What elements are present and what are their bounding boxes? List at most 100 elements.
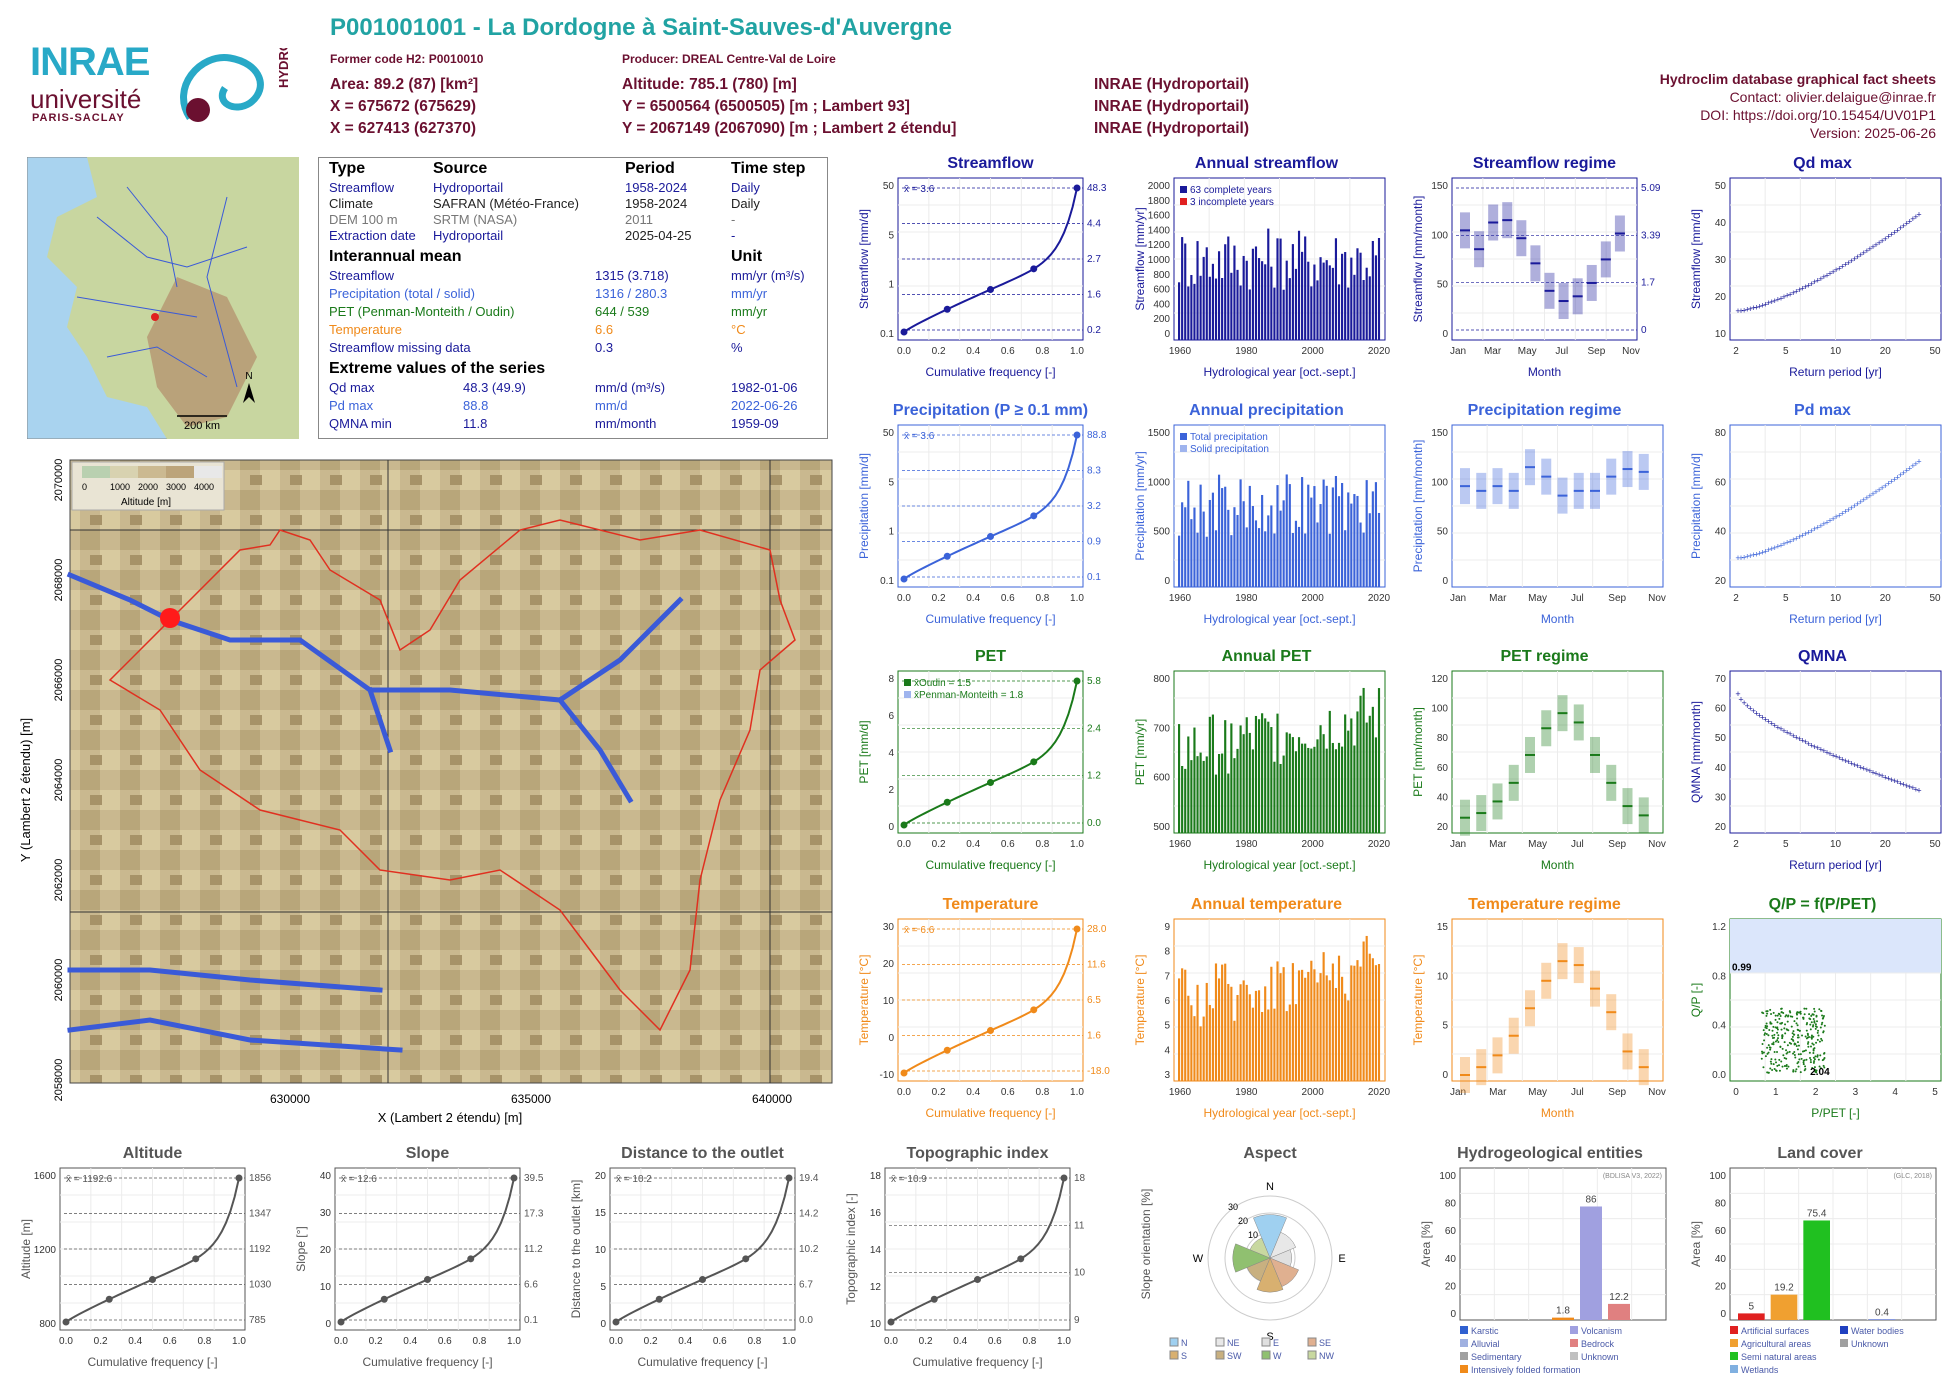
scatter-point: [1815, 1015, 1818, 1018]
chart-xtick: 0.2: [932, 346, 946, 357]
year-bar: [1294, 268, 1298, 340]
chart-right-tick: 39.5: [524, 1173, 544, 1184]
chart-xtick: 3: [1853, 1087, 1859, 1098]
scatter-point: [1794, 1070, 1797, 1073]
scatter-point: [1808, 1051, 1811, 1054]
scatter-point: [1761, 1011, 1764, 1014]
scatter-point: +: [1778, 724, 1783, 734]
bar-value-label: 5: [1749, 1301, 1755, 1312]
year-bar: [1285, 474, 1288, 587]
category-legend-entry: Sedimentary: [1471, 1352, 1522, 1362]
chart-ytick: 80: [1715, 428, 1727, 439]
scatter-point: [1775, 1061, 1778, 1064]
year-bar: [1377, 237, 1381, 340]
quantile-point: [1073, 677, 1081, 685]
scatter-point: +: [1907, 782, 1912, 792]
chart-title: PET regime: [1500, 648, 1588, 665]
chart-xtick: 0.6: [438, 1336, 452, 1347]
paris-saclay-logo: PARIS-SACLAY: [32, 112, 125, 124]
extreme-value: 88.8: [463, 398, 489, 413]
scatter-point: +: [1858, 762, 1863, 772]
year-bar: [1233, 1020, 1236, 1081]
year-bar: [1301, 743, 1304, 833]
year-bar: [1279, 510, 1282, 587]
year-bar: [1248, 994, 1251, 1081]
compass-label: S: [1266, 1331, 1273, 1343]
year-bar: [1356, 960, 1359, 1081]
aspect-legend-entry: SE: [1319, 1338, 1331, 1348]
chart-title: Land cover: [1777, 1145, 1862, 1162]
chart-xtick: 0.8: [747, 1336, 761, 1347]
scatter-point: +: [1818, 521, 1823, 531]
scatter-point: [1780, 1060, 1783, 1063]
year-bar: [1273, 761, 1276, 833]
scatter-point: [1789, 1015, 1792, 1018]
chart-xtick: 50: [1929, 839, 1941, 850]
mean-unit: %: [731, 340, 743, 355]
chart-ytick: 700: [1153, 723, 1170, 734]
info-step: -: [731, 228, 736, 243]
chart-xtick: 0.8: [197, 1336, 211, 1347]
year-bar: [1261, 261, 1264, 340]
quantile-point: [943, 552, 951, 560]
scatter-point: [1774, 1040, 1777, 1043]
quantile-point: [943, 1046, 951, 1054]
scatter-point: [1765, 1027, 1768, 1030]
year-bar: [1279, 973, 1282, 1081]
year-bar: [1297, 970, 1301, 1081]
scatter-point: [1780, 1022, 1783, 1025]
bar-value-label: 12.2: [1609, 1292, 1629, 1303]
category-legend-entry: Bedrock: [1581, 1339, 1615, 1349]
chart-right-tick: 10.2: [799, 1244, 819, 1255]
year-bar: [1270, 966, 1273, 1081]
scatter-points: ++++++++++++++++++++++++++++++++++++++++…: [1735, 457, 1921, 564]
scatter-point: [1810, 1034, 1813, 1037]
scatter-point: [1810, 1036, 1813, 1039]
scatter-point: [1786, 1044, 1789, 1047]
chart-xtick: 2: [1733, 346, 1739, 357]
chart-ytick: 1000: [1148, 255, 1171, 266]
chart-xlabel: Cumulative frequency [-]: [87, 1355, 217, 1369]
scatter-point: [1818, 1065, 1821, 1068]
year-bar: [1199, 275, 1202, 340]
scatter-point: [1793, 1020, 1796, 1023]
chart-ytick: 0: [888, 822, 894, 833]
chart-ytick: 10: [320, 1282, 332, 1293]
chart-right-tick: 5.8: [1087, 676, 1101, 687]
scatter-point: +: [1864, 765, 1869, 775]
scatter-point: +: [1821, 272, 1826, 282]
chart-ytick: 50: [1715, 181, 1727, 192]
scatter-point: +: [1809, 740, 1814, 750]
chart-mean-label: x̄ = 3.6: [904, 431, 935, 442]
chart-xtick: 5: [1783, 593, 1789, 604]
source-header: Source: [433, 160, 488, 177]
curve: [62, 1174, 243, 1326]
chart-ytick: 3: [1164, 1070, 1170, 1081]
chart-ytick: 0: [1164, 329, 1170, 340]
chart-xtick: Mar: [1489, 1087, 1507, 1098]
chart-xtick: 0.4: [966, 1087, 980, 1098]
year-bar: [1341, 976, 1344, 1081]
curve: [900, 925, 1081, 1077]
scatter-point: [1811, 1042, 1814, 1045]
scatter-point: [1794, 1043, 1797, 1046]
year-bar: [1214, 278, 1218, 340]
year-bar: [1377, 964, 1381, 1081]
scatter-point: [1796, 1011, 1799, 1014]
year-bar: [1359, 695, 1362, 833]
curve: [900, 184, 1081, 336]
scatter-point: +: [1904, 219, 1909, 229]
scatter-point: [1771, 1034, 1774, 1037]
year-bar: [1307, 484, 1310, 587]
year-bar: [1233, 507, 1236, 587]
chart-ytick: 1: [888, 527, 894, 538]
y-lambert93: Y = 6500564 (6500505) [m ; Lambert 93]: [622, 98, 910, 115]
chart-xtick: Jan: [1450, 839, 1466, 850]
quantile-point: [467, 1255, 475, 1263]
chart-ylabel: Precipitation [mm/month]: [1411, 440, 1425, 573]
chart-xtick: Jul: [1571, 1087, 1584, 1098]
chart-pet: PET PET [mm/d] Cumulative frequency [-] 8 6 4…: [857, 648, 1101, 872]
chart-right-tick: 11: [1074, 1220, 1085, 1231]
year-bar: [1319, 257, 1322, 340]
scatter-point: [1787, 1014, 1790, 1017]
